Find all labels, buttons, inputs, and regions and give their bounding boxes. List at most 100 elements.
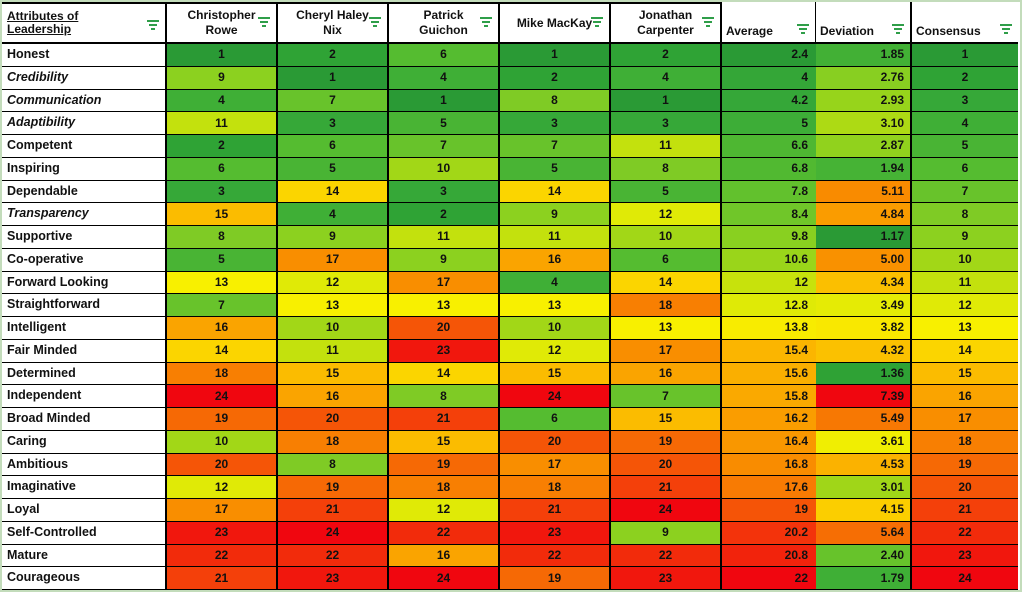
rating-cell[interactable]: 11 bbox=[611, 135, 722, 158]
rating-cell[interactable]: 2 bbox=[167, 135, 278, 158]
rating-cell[interactable]: 10 bbox=[611, 226, 722, 249]
deviation-cell[interactable]: 5.49 bbox=[816, 408, 912, 431]
rating-cell[interactable]: 12 bbox=[611, 203, 722, 226]
rating-cell[interactable]: 6 bbox=[389, 44, 500, 67]
average-cell[interactable]: 17.6 bbox=[722, 476, 816, 499]
column-header-rater-3[interactable]: Mike MacKay bbox=[500, 2, 611, 44]
attribute-cell[interactable]: Supportive bbox=[2, 226, 167, 249]
attribute-cell[interactable]: Determined bbox=[2, 362, 167, 386]
rating-cell[interactable]: 19 bbox=[500, 567, 611, 590]
rating-cell[interactable]: 13 bbox=[611, 317, 722, 340]
average-cell[interactable]: 12 bbox=[722, 271, 816, 295]
consensus-cell[interactable]: 15 bbox=[912, 362, 1018, 386]
rating-cell[interactable]: 10 bbox=[389, 157, 500, 181]
average-cell[interactable]: 7.8 bbox=[722, 180, 816, 204]
rating-cell[interactable]: 12 bbox=[389, 499, 500, 522]
attribute-cell[interactable]: Fair Minded bbox=[2, 339, 167, 363]
attribute-cell[interactable]: Self-Controlled bbox=[2, 521, 167, 545]
consensus-cell[interactable]: 11 bbox=[912, 271, 1018, 295]
rating-cell[interactable]: 11 bbox=[500, 226, 611, 249]
rating-cell[interactable]: 18 bbox=[167, 362, 278, 386]
attribute-cell[interactable]: Intelligent bbox=[2, 317, 167, 340]
rating-cell[interactable]: 23 bbox=[167, 521, 278, 545]
consensus-cell[interactable]: 12 bbox=[912, 294, 1018, 317]
rating-cell[interactable]: 15 bbox=[500, 362, 611, 386]
rating-cell[interactable]: 10 bbox=[278, 317, 389, 340]
rating-cell[interactable]: 18 bbox=[389, 476, 500, 499]
consensus-cell[interactable]: 8 bbox=[912, 203, 1018, 226]
consensus-cell[interactable]: 3 bbox=[912, 89, 1018, 113]
consensus-cell[interactable]: 16 bbox=[912, 385, 1018, 408]
rating-cell[interactable]: 9 bbox=[500, 203, 611, 226]
average-cell[interactable]: 19 bbox=[722, 499, 816, 522]
rating-cell[interactable]: 18 bbox=[500, 476, 611, 499]
column-header-attributes[interactable]: Attributes of Leadership bbox=[2, 2, 167, 44]
consensus-cell[interactable]: 19 bbox=[912, 453, 1018, 477]
average-cell[interactable]: 6.6 bbox=[722, 135, 816, 158]
rating-cell[interactable]: 24 bbox=[278, 521, 389, 545]
consensus-cell[interactable]: 5 bbox=[912, 135, 1018, 158]
rating-cell[interactable]: 21 bbox=[278, 499, 389, 522]
rating-cell[interactable]: 16 bbox=[611, 362, 722, 386]
rating-cell[interactable]: 11 bbox=[167, 112, 278, 135]
rating-cell[interactable]: 18 bbox=[611, 294, 722, 317]
rating-cell[interactable]: 1 bbox=[278, 66, 389, 90]
rating-cell[interactable]: 22 bbox=[278, 544, 389, 568]
rating-cell[interactable]: 7 bbox=[500, 135, 611, 158]
rating-cell[interactable]: 9 bbox=[278, 226, 389, 249]
deviation-cell[interactable]: 4.32 bbox=[816, 339, 912, 363]
rating-cell[interactable]: 22 bbox=[611, 544, 722, 568]
rating-cell[interactable]: 14 bbox=[611, 271, 722, 295]
rating-cell[interactable]: 17 bbox=[389, 271, 500, 295]
rating-cell[interactable]: 24 bbox=[389, 567, 500, 590]
rating-cell[interactable]: 20 bbox=[500, 430, 611, 454]
rating-cell[interactable]: 2 bbox=[500, 66, 611, 90]
filter-icon[interactable] bbox=[257, 17, 271, 27]
rating-cell[interactable]: 16 bbox=[167, 317, 278, 340]
rating-cell[interactable]: 22 bbox=[389, 521, 500, 545]
rating-cell[interactable]: 7 bbox=[167, 294, 278, 317]
attribute-cell[interactable]: Competent bbox=[2, 135, 167, 158]
deviation-cell[interactable]: 5.11 bbox=[816, 180, 912, 204]
attribute-cell[interactable]: Adaptibility bbox=[2, 112, 167, 135]
column-header-rater-0[interactable]: Christopher Rowe bbox=[167, 2, 278, 44]
rating-cell[interactable]: 8 bbox=[611, 157, 722, 181]
rating-cell[interactable]: 8 bbox=[167, 226, 278, 249]
consensus-cell[interactable]: 24 bbox=[912, 567, 1018, 590]
column-header-consensus[interactable]: Consensus bbox=[912, 2, 1018, 44]
rating-cell[interactable]: 23 bbox=[389, 339, 500, 363]
rating-cell[interactable]: 24 bbox=[611, 499, 722, 522]
rating-cell[interactable]: 5 bbox=[167, 248, 278, 272]
column-header-rater-4[interactable]: Jonathan Carpenter bbox=[611, 2, 722, 44]
deviation-cell[interactable]: 3.01 bbox=[816, 476, 912, 499]
rating-cell[interactable]: 2 bbox=[278, 44, 389, 67]
filter-icon[interactable] bbox=[796, 24, 810, 34]
rating-cell[interactable]: 9 bbox=[167, 66, 278, 90]
rating-cell[interactable]: 21 bbox=[500, 499, 611, 522]
attribute-cell[interactable]: Dependable bbox=[2, 180, 167, 204]
rating-cell[interactable]: 1 bbox=[611, 89, 722, 113]
rating-cell[interactable]: 2 bbox=[611, 44, 722, 67]
attribute-cell[interactable]: Broad Minded bbox=[2, 408, 167, 431]
rating-cell[interactable]: 23 bbox=[611, 567, 722, 590]
consensus-cell[interactable]: 7 bbox=[912, 180, 1018, 204]
average-cell[interactable]: 15.8 bbox=[722, 385, 816, 408]
rating-cell[interactable]: 4 bbox=[389, 66, 500, 90]
attribute-cell[interactable]: Forward Looking bbox=[2, 271, 167, 295]
consensus-cell[interactable]: 1 bbox=[912, 44, 1018, 67]
rating-cell[interactable]: 19 bbox=[278, 476, 389, 499]
rating-cell[interactable]: 4 bbox=[500, 271, 611, 295]
filter-icon[interactable] bbox=[891, 24, 905, 34]
consensus-cell[interactable]: 2 bbox=[912, 66, 1018, 90]
average-cell[interactable]: 12.8 bbox=[722, 294, 816, 317]
rating-cell[interactable]: 5 bbox=[500, 157, 611, 181]
average-cell[interactable]: 15.6 bbox=[722, 362, 816, 386]
rating-cell[interactable]: 15 bbox=[278, 362, 389, 386]
rating-cell[interactable]: 24 bbox=[167, 385, 278, 408]
rating-cell[interactable]: 22 bbox=[167, 544, 278, 568]
rating-cell[interactable]: 9 bbox=[611, 521, 722, 545]
deviation-cell[interactable]: 3.61 bbox=[816, 430, 912, 454]
attribute-cell[interactable]: Credibility bbox=[2, 66, 167, 90]
rating-cell[interactable]: 7 bbox=[611, 385, 722, 408]
deviation-cell[interactable]: 2.87 bbox=[816, 135, 912, 158]
